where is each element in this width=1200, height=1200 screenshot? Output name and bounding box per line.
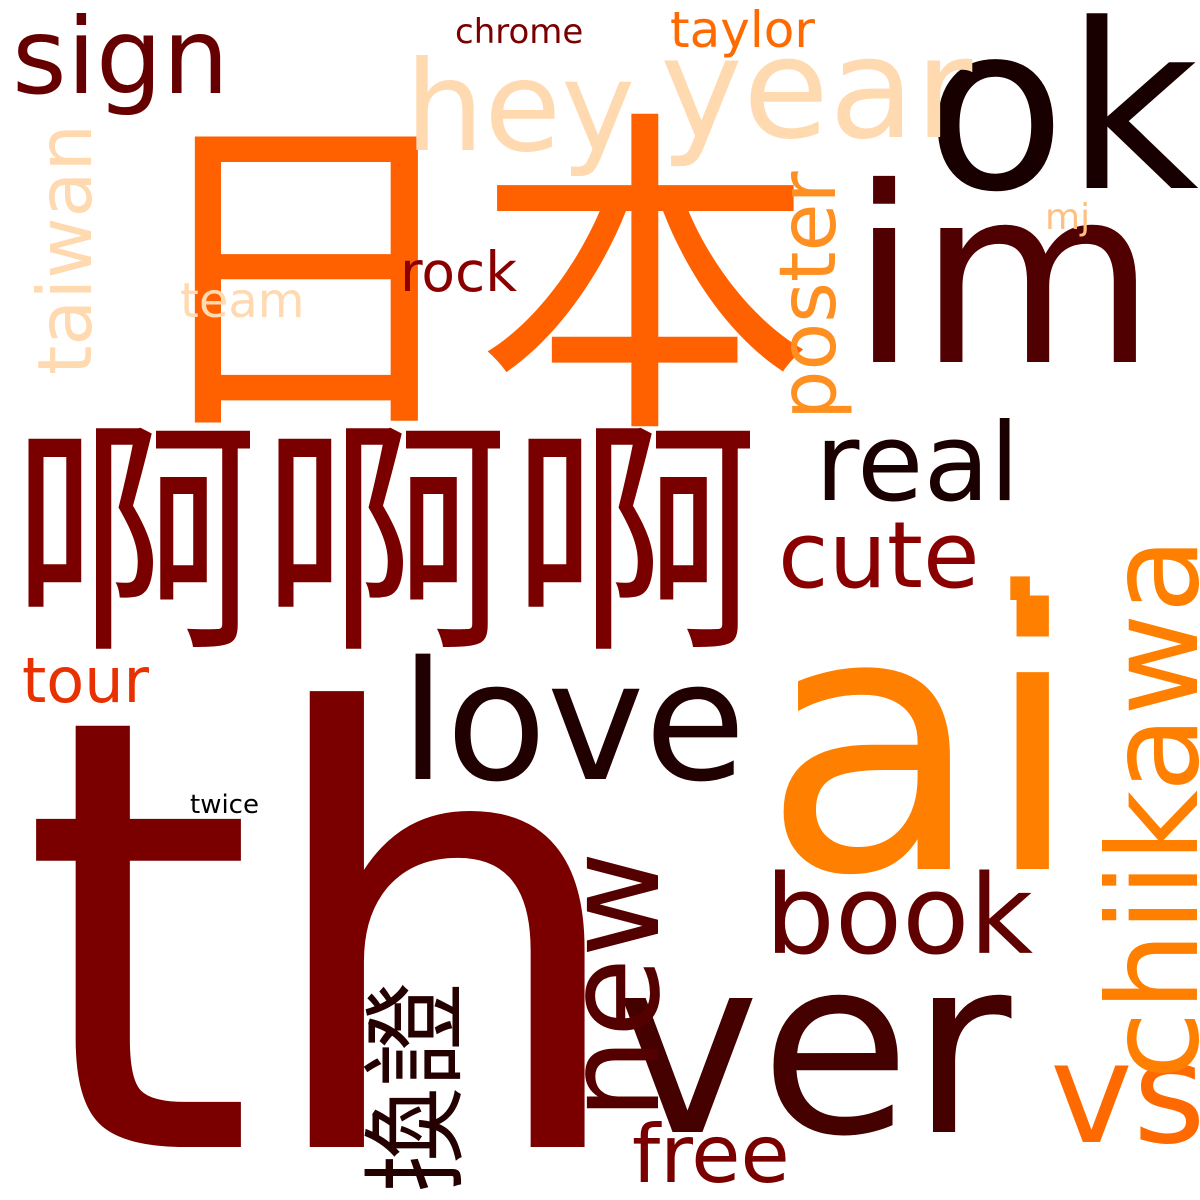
word-book: book bbox=[765, 851, 1034, 979]
word-ai: ai bbox=[762, 535, 1083, 954]
word-aaa: 啊啊啊 bbox=[10, 397, 760, 688]
word-chiikawa: chiikawa bbox=[1082, 536, 1200, 1080]
word-ver: ver bbox=[615, 905, 1012, 1190]
word-im: im bbox=[850, 135, 1157, 420]
word-chrome: chrome bbox=[455, 12, 584, 52]
word-nihon: 日本 bbox=[135, 84, 815, 480]
word-tour: tour bbox=[22, 644, 150, 717]
word-mj: mj bbox=[1045, 197, 1091, 238]
word-love: love bbox=[400, 626, 746, 818]
word-cute: cute bbox=[778, 502, 980, 609]
word-hey: hey bbox=[405, 35, 636, 180]
word-real: real bbox=[815, 401, 1020, 526]
word-sign: sign bbox=[12, 0, 230, 118]
word-free: free bbox=[632, 1108, 790, 1200]
word-dot: . bbox=[990, 424, 1051, 645]
word-huanzheng: 換證 bbox=[356, 981, 478, 1192]
word-taylor: taylor bbox=[670, 1, 815, 59]
word-th: th bbox=[20, 590, 636, 1200]
word-rock: rock bbox=[400, 240, 518, 304]
word-taiwan: taiwan bbox=[21, 123, 109, 375]
word-twice: twice bbox=[190, 790, 259, 820]
word-poster: poster bbox=[764, 171, 854, 420]
word-year: year bbox=[660, 8, 973, 171]
word-ok: ok bbox=[925, 0, 1199, 243]
word-team: team bbox=[180, 273, 305, 329]
word-new: new bbox=[537, 851, 689, 1120]
word-vs: vs bbox=[1050, 1013, 1200, 1176]
